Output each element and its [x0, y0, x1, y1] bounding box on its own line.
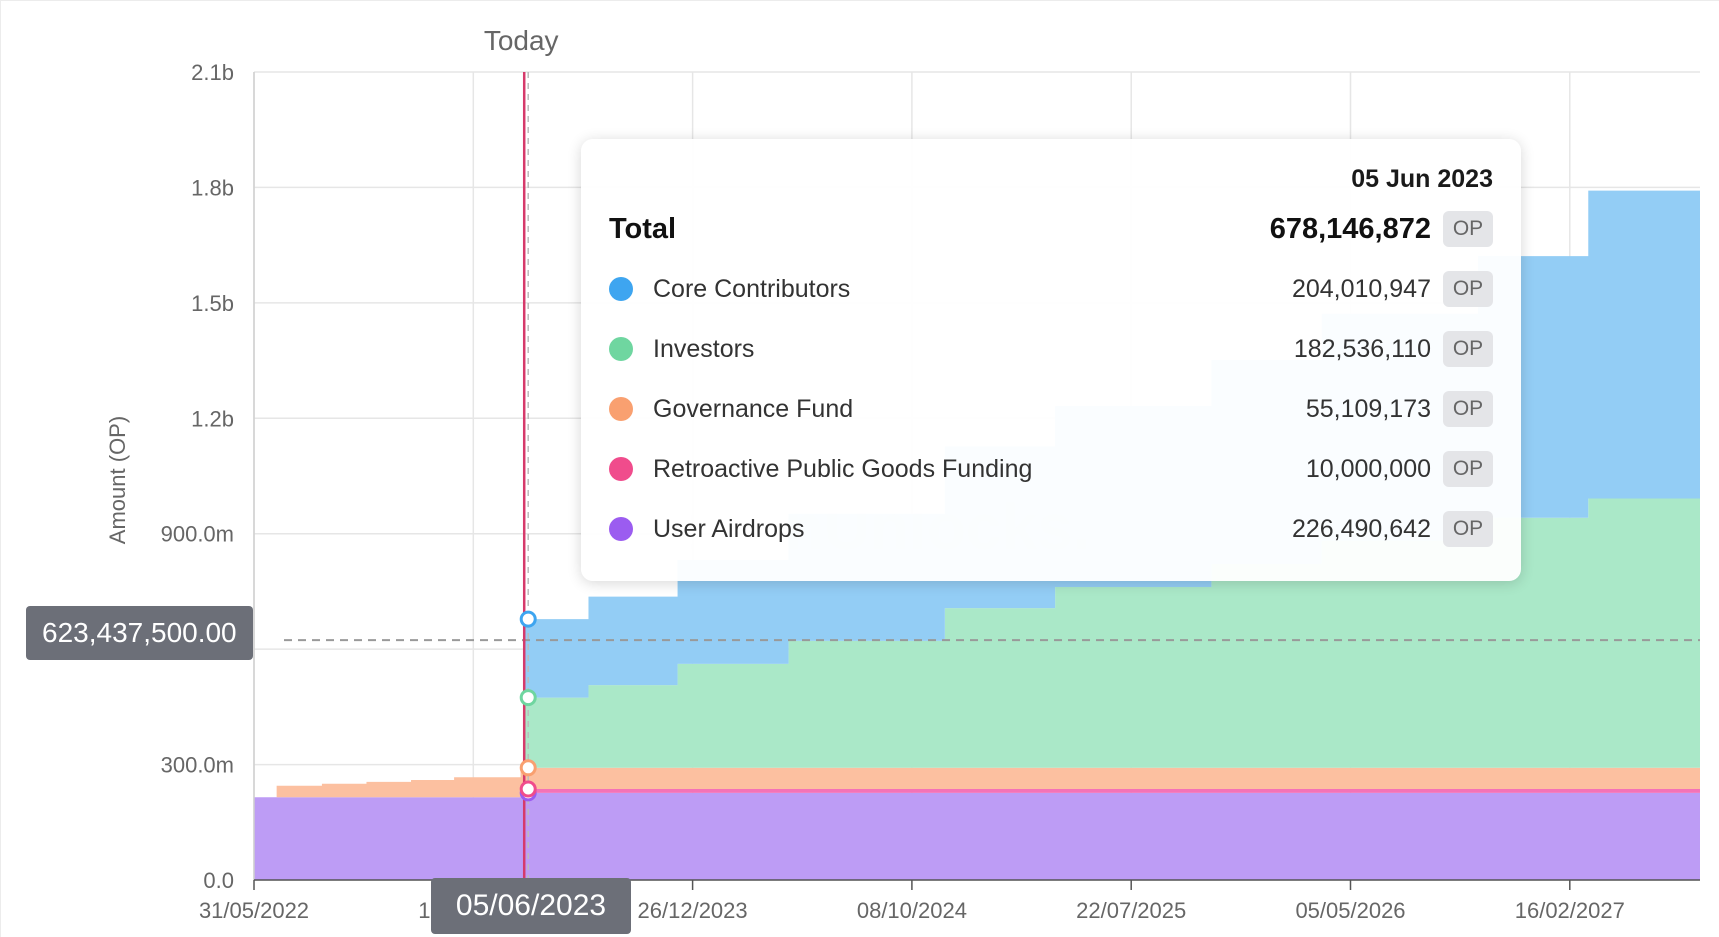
- tooltip-row-value: 204,010,947: [1291, 274, 1431, 303]
- legend-dot-icon: [609, 397, 633, 421]
- x-tick-label: 08/10/2024: [857, 898, 967, 923]
- x-tick-label: 16/02/2027: [1515, 898, 1625, 923]
- y-tick-label: 2.1b: [191, 60, 234, 85]
- tooltip-unit-badge: OP: [1443, 271, 1493, 307]
- tooltip-date: 05 Jun 2023: [1351, 165, 1493, 193]
- series-governance-fund: [254, 767, 1700, 798]
- x-tick-label: 05/05/2026: [1295, 898, 1405, 923]
- legend-dot-icon: [609, 277, 633, 301]
- today-label: Today: [484, 25, 559, 56]
- tooltip-unit-badge: OP: [1443, 211, 1493, 247]
- series-retroactive-public-goods-funding: [254, 789, 1700, 798]
- y-tick-label: 1.5b: [191, 291, 234, 316]
- tooltip-row: Governance Fund 55,109,173 OP: [609, 379, 1493, 439]
- hover-point: [519, 610, 537, 628]
- tooltip-total-value: 678,146,872: [1269, 212, 1431, 245]
- tooltip-total-label: Total: [609, 212, 677, 245]
- crosshair-y-value: 623,437,500.00: [26, 606, 253, 660]
- tooltip-row: Investors 182,536,110 OP: [609, 319, 1493, 379]
- tooltip-row: Core Contributors 204,010,947 OP: [609, 259, 1493, 319]
- tooltip-row-name: Investors: [653, 334, 755, 363]
- tooltip: 05 Jun 2023 Total 678,146,872 OP Core Co…: [581, 139, 1521, 581]
- tooltip-unit-badge: OP: [1443, 331, 1493, 367]
- tooltip-row-name: Retroactive Public Goods Funding: [653, 454, 1033, 483]
- y-tick-label: 1.2b: [191, 406, 234, 431]
- legend-dot-icon: [609, 517, 633, 541]
- tooltip-row-name: User Airdrops: [653, 514, 805, 543]
- tooltip-unit-badge: OP: [1443, 451, 1493, 487]
- tooltip-row: User Airdrops 226,490,642 OP: [609, 499, 1493, 559]
- tooltip-row-name: Governance Fund: [653, 394, 854, 423]
- x-tick-label: 31/05/2022: [199, 898, 309, 923]
- legend-dot-icon: [609, 457, 633, 481]
- y-tick-label: 900.0m: [161, 522, 234, 547]
- y-tick-label: 0.0: [203, 868, 234, 893]
- tooltip-row: Retroactive Public Goods Funding 10,000,0…: [609, 439, 1493, 499]
- hover-point: [519, 759, 537, 777]
- x-tick-label: 26/12/2023: [638, 898, 748, 923]
- y-tick-label: 300.0m: [161, 753, 234, 778]
- tooltip-unit-badge: OP: [1443, 511, 1493, 547]
- crosshair-x-value: 05/06/2023: [431, 878, 631, 934]
- tooltip-row-name: Core Contributors: [653, 274, 851, 303]
- tooltip-row-value: 226,490,642: [1291, 514, 1431, 543]
- series-user-airdrops: [254, 792, 1700, 880]
- chart-markers: [284, 72, 1700, 880]
- hover-point: [519, 689, 537, 707]
- tooltip-row-value: 10,000,000: [1305, 454, 1431, 483]
- y-tick-label: 1.8b: [191, 175, 234, 200]
- tooltip-rows: Core Contributors 204,010,947 OP Investors 1…: [609, 259, 1493, 559]
- tooltip-row-value: 182,536,110: [1293, 334, 1431, 363]
- legend-dot-icon: [609, 337, 633, 361]
- tooltip-row-value: 55,109,173: [1305, 394, 1431, 423]
- tooltip-total-row: Total 678,146,872 OP: [609, 199, 1493, 259]
- hover-point: [519, 780, 537, 798]
- tooltip-unit-badge: OP: [1443, 391, 1493, 427]
- x-tick-label: 22/07/2025: [1076, 898, 1186, 923]
- y-axis-label: Amount (OP): [105, 416, 130, 544]
